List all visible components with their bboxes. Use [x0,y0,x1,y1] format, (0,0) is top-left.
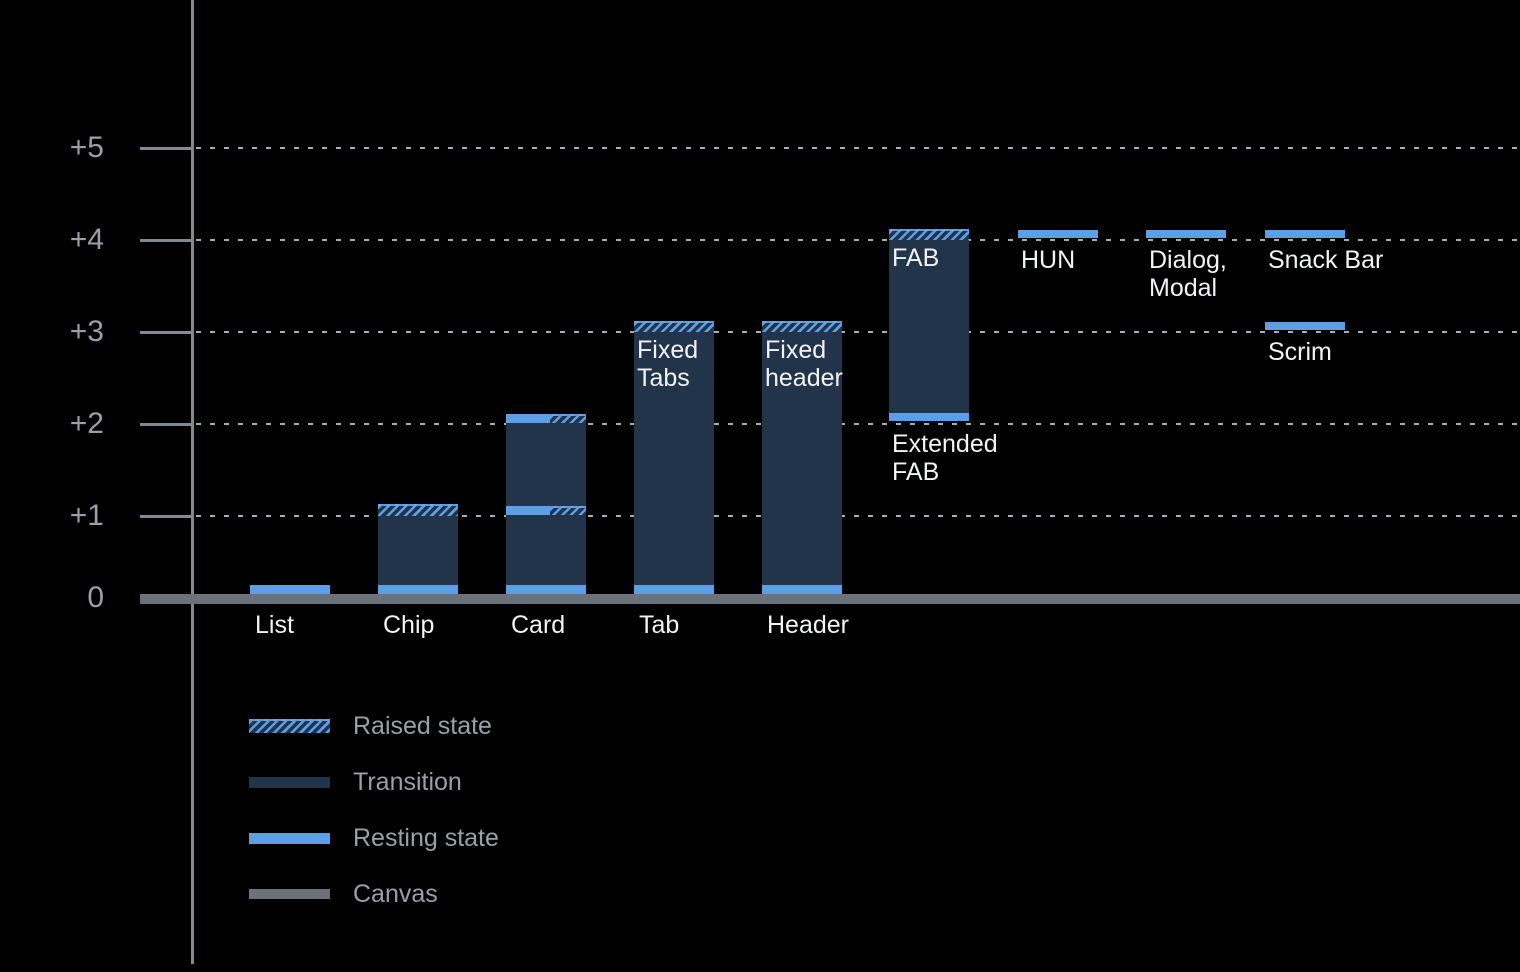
bar-segment-resting [506,413,550,424]
y-axis-tick-label: +4 [69,223,104,256]
bar-segment-raised [550,413,586,424]
bar-segment-resting [378,584,458,595]
bar-segment-resting [1265,321,1345,331]
bar-segment-split [506,505,586,516]
bar-hun [1018,229,1098,239]
y-axis-tick [140,239,194,242]
bar-segment-resting [506,584,586,595]
bar-segment-transition [506,423,586,506]
chart-legend: Raised state Transition Resting state Ca… [249,698,499,922]
bar-below-label-hun: HUN [1021,246,1076,274]
legend-item-resting-state: Resting state [249,810,499,866]
bar-segment-resting [634,584,714,595]
bar-segment-transition [506,515,586,585]
bar-tab [634,320,714,595]
raised-state-swatch-icon [249,719,330,733]
y-axis-tick-label: +2 [69,407,104,440]
bar-segment-resting [1146,229,1226,239]
bar-inner-label-tab: Fixed Tabs [637,335,699,392]
y-axis-tick [140,331,194,334]
x-axis-label-list: List [255,611,294,639]
legend-item-transition: Transition [249,754,499,810]
y-axis-line [191,0,194,964]
bar-below-label-scrim: Scrim [1268,338,1332,366]
bar-segment-split [506,413,586,424]
bar-inner-label-extended-fab: FAB [892,243,940,272]
gridline-4 [196,239,1520,241]
bar-segment-resting [1265,229,1345,239]
bar-header [762,320,842,595]
bar-segment-raised [378,504,458,516]
gridline-2 [196,423,1520,425]
bar-segment-transition [889,239,969,413]
y-axis-tick-label: +5 [69,131,104,164]
bar-below-label-extended-fab: Extended FAB [892,430,998,486]
legend-label: Raised state [353,712,492,740]
canvas-swatch-icon [249,889,330,899]
resting-state-swatch-icon [249,832,330,844]
bar-segment-raised [634,320,714,332]
legend-item-raised-state: Raised state [249,698,499,754]
legend-label: Canvas [353,880,438,908]
gridline-5 [196,147,1520,149]
gridline-1 [196,515,1520,517]
transition-swatch-icon [249,776,330,788]
bar-segment-raised [889,228,969,240]
y-axis-tick [140,423,194,426]
bar-segment-resting [762,584,842,595]
y-axis-tick-label: +3 [69,315,104,348]
x-axis-label-chip: Chip [383,611,435,639]
bar-segment-transition [634,331,714,585]
y-axis-tick [140,515,194,518]
gridline-3 [196,331,1520,333]
bar-segment-resting [506,505,550,516]
x-axis-label-card: Card [511,611,566,639]
bar-below-label-dialog-modal: Dialog, Modal [1149,246,1227,302]
legend-label: Transition [353,768,462,796]
legend-label: Resting state [353,824,499,852]
bar-segment-raised [762,320,842,332]
bar-snack-bar [1265,229,1345,239]
bar-segment-resting [1018,229,1098,239]
bar-below-label-snack-bar: Snack Bar [1268,246,1384,274]
x-axis-label-header: Header [767,611,849,639]
bar-segment-resting [250,585,330,595]
canvas-baseline [140,594,1520,604]
bar-chip [378,504,458,595]
bar-segment-raised [550,505,586,516]
y-axis-tick-label: +1 [69,499,104,532]
legend-item-canvas: Canvas [249,866,499,922]
x-axis-label-tab: Tab [639,611,680,639]
bar-card [506,413,586,595]
bar-inner-label-header: Fixed header [765,335,843,392]
y-axis-tick-label: 0 [87,581,104,614]
bar-segment-transition [378,515,458,585]
bar-segment-resting [889,412,969,422]
bar-list [250,585,330,595]
bar-segment-transition [762,331,842,585]
bar-extended-fab [889,228,969,422]
bar-dialog-modal [1146,229,1226,239]
bar-scrim [1265,321,1345,331]
y-axis-tick [140,147,194,150]
